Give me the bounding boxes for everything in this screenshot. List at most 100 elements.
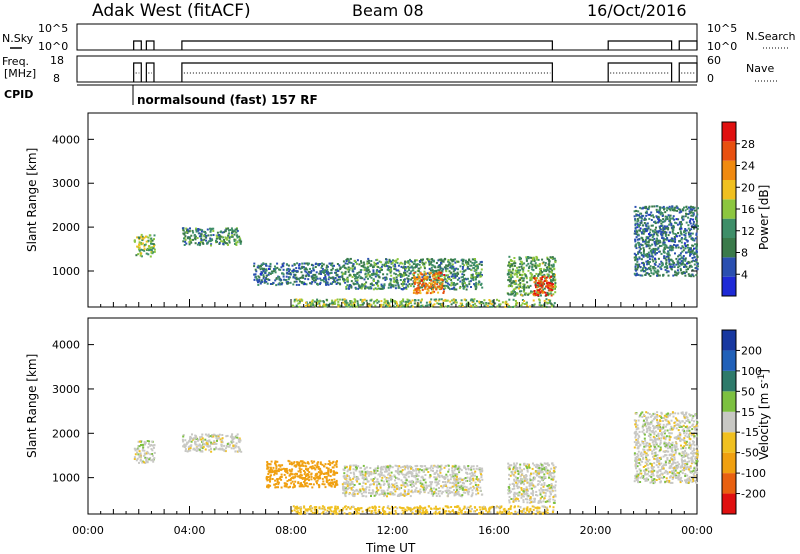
echo-cell xyxy=(364,266,367,269)
echo-cell xyxy=(654,257,656,260)
echo-cell xyxy=(345,479,348,482)
echo-cell xyxy=(358,284,361,287)
echo-cell xyxy=(348,273,351,276)
echo-cell xyxy=(474,484,477,486)
echo-cell xyxy=(536,284,539,287)
echo-cell xyxy=(439,302,442,305)
echo-cell xyxy=(399,279,402,281)
echo-cell xyxy=(393,278,396,281)
echo-cell xyxy=(678,254,681,257)
echo-cell xyxy=(349,267,352,270)
echo-cell xyxy=(354,282,357,285)
echo-cell xyxy=(202,439,205,442)
echo-cell xyxy=(423,276,426,278)
echo-cell xyxy=(634,230,636,233)
echo-cell xyxy=(690,260,693,263)
echo-cell xyxy=(382,277,385,280)
echo-cell xyxy=(333,464,336,467)
echo-cell xyxy=(301,463,304,466)
echo-cell xyxy=(267,278,270,281)
echo-cell xyxy=(454,274,457,277)
echo-cell xyxy=(287,459,290,462)
echo-cell xyxy=(380,261,383,264)
echo-cell xyxy=(464,480,467,483)
echo-cell xyxy=(343,465,346,468)
echo-cell xyxy=(551,269,554,272)
echo-cell xyxy=(184,450,187,452)
echo-cell xyxy=(421,259,424,262)
echo-cell xyxy=(353,490,356,493)
echo-cell xyxy=(336,268,339,271)
echo-cell xyxy=(519,284,522,287)
echo-cell xyxy=(463,264,465,267)
echo-cell xyxy=(439,306,442,309)
echo-cell xyxy=(438,479,441,482)
echo-cell xyxy=(684,247,687,250)
echo-cell xyxy=(475,261,478,264)
echo-cell xyxy=(147,247,150,250)
echo-cell xyxy=(226,236,229,239)
echo-cell xyxy=(647,225,650,228)
echo-cell xyxy=(353,273,355,276)
echo-cell xyxy=(228,232,231,235)
echo-cell xyxy=(477,486,480,489)
echo-cell xyxy=(423,468,426,471)
echo-cell xyxy=(643,222,646,224)
echo-cell xyxy=(204,232,207,235)
echo-cell xyxy=(655,261,657,264)
echo-cell xyxy=(452,485,455,488)
echo-cell xyxy=(437,291,440,294)
echo-cell xyxy=(399,300,402,303)
echo-cell xyxy=(221,447,224,450)
echo-cell xyxy=(240,240,243,243)
echo-cell xyxy=(417,302,420,305)
echo-cell xyxy=(538,298,541,301)
echo-cell xyxy=(299,482,302,485)
echo-cell xyxy=(374,304,377,307)
echo-cell xyxy=(467,468,470,471)
echo-cell xyxy=(299,485,302,488)
echo-cell xyxy=(367,257,370,260)
echo-cell xyxy=(197,438,200,441)
echo-cell xyxy=(279,476,282,478)
echo-cell xyxy=(342,487,344,490)
echo-cell xyxy=(282,262,285,265)
echo-cell xyxy=(690,275,693,278)
echo-cell xyxy=(451,485,454,488)
echo-cell xyxy=(223,449,226,452)
echo-cell xyxy=(395,482,398,485)
echo-cell xyxy=(343,481,346,484)
echo-cell xyxy=(472,300,475,303)
echo-cell xyxy=(642,264,645,266)
echo-cell xyxy=(396,261,399,264)
echo-cell xyxy=(642,254,645,257)
echo-cell xyxy=(645,245,648,248)
echo-cell xyxy=(649,231,651,234)
echo-cell xyxy=(327,470,330,472)
echo-cell xyxy=(542,283,545,286)
echo-cell xyxy=(331,282,333,285)
echo-cell xyxy=(274,472,276,475)
echo-cell xyxy=(304,270,307,273)
echo-cell xyxy=(669,239,672,241)
echo-cell xyxy=(431,271,434,274)
echo-cell xyxy=(314,477,317,480)
echo-cell xyxy=(256,266,259,269)
echo-cell xyxy=(256,279,259,282)
echo-cell xyxy=(433,284,436,287)
echo-cell xyxy=(355,488,358,491)
echo-cell xyxy=(215,239,217,242)
echo-cell xyxy=(298,476,301,479)
echo-cell xyxy=(678,222,681,225)
echo-cell xyxy=(199,228,202,231)
echo-cell xyxy=(532,268,535,271)
echo-cell xyxy=(297,470,300,473)
echo-cell xyxy=(441,267,444,270)
echo-cell xyxy=(480,467,483,470)
echo-cell xyxy=(218,243,221,245)
echo-cell xyxy=(440,492,443,495)
echo-cell xyxy=(230,227,233,230)
echo-cell xyxy=(350,304,353,307)
echo-cell xyxy=(695,250,698,253)
echo-cell xyxy=(415,474,418,477)
